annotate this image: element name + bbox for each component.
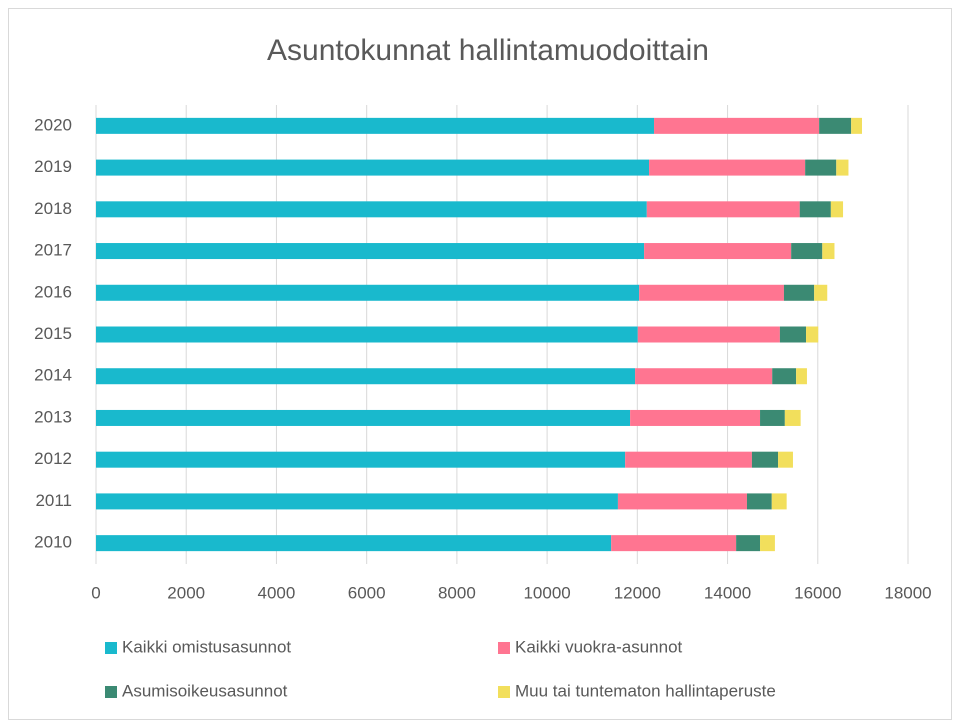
bar-segment (806, 326, 819, 343)
bar-segment (644, 243, 792, 260)
bar-segment (772, 368, 797, 385)
bar-segment (736, 535, 761, 552)
bar-segment (779, 326, 807, 343)
x-tick-label: 16000 (794, 583, 841, 602)
y-tick-label: 2012 (34, 449, 72, 468)
y-tick-label: 2011 (35, 491, 72, 510)
bar-segment (830, 201, 844, 218)
y-tick-label: 2015 (34, 324, 72, 343)
legend-label: Kaikki vuokra-asunnot (515, 637, 683, 656)
legend-swatch (105, 642, 117, 654)
bar-segment (646, 201, 800, 218)
chart-frame (8, 8, 952, 720)
x-tick-label: 14000 (704, 583, 751, 602)
bar-segment (96, 535, 612, 552)
bar-segment (96, 409, 631, 426)
legend-label: Muu tai tuntematon hallintaperuste (515, 681, 776, 700)
bar-segment (96, 243, 645, 260)
legend-swatch (498, 642, 510, 654)
bar-segment (635, 368, 773, 385)
bar-segment (637, 326, 780, 343)
x-tick-label: 18000 (884, 583, 931, 602)
bar-segment (851, 117, 862, 134)
bar-segment (96, 451, 626, 468)
x-tick-label: 6000 (348, 583, 386, 602)
bar-segment (760, 409, 785, 426)
bar-segment (836, 159, 849, 176)
legend-label: Asumisoikeusasunnot (122, 681, 288, 700)
bar-segment (654, 117, 820, 134)
x-tick-label: 4000 (258, 583, 296, 602)
x-tick-label: 0 (91, 583, 100, 602)
y-tick-label: 2013 (34, 407, 72, 426)
bar-segment (625, 451, 752, 468)
bar-segment (649, 159, 806, 176)
bar-segment (746, 493, 772, 510)
y-tick-label: 2020 (34, 115, 72, 134)
bar-segment (783, 284, 815, 301)
x-tick-label: 2000 (167, 583, 205, 602)
bar-segment (822, 243, 835, 260)
y-tick-label: 2018 (34, 199, 72, 218)
bar-segment (791, 243, 823, 260)
bar-segment (751, 451, 779, 468)
y-tick-label: 2010 (34, 533, 72, 552)
bar-segment (96, 284, 640, 301)
legend-label: Kaikki omistusasunnot (122, 637, 291, 656)
bar-segment (96, 159, 650, 176)
bar-segment (630, 409, 761, 426)
y-tick-label: 2017 (34, 241, 72, 260)
bar-segment (778, 451, 793, 468)
x-tick-label: 8000 (438, 583, 476, 602)
bar-segment (639, 284, 784, 301)
bar-segment (96, 326, 638, 343)
bar-segment (796, 368, 807, 385)
bar-segment (805, 159, 837, 176)
bar-segment (96, 493, 618, 510)
y-tick-label: 2016 (34, 282, 72, 301)
bar-segment (814, 284, 828, 301)
x-tick-label: 12000 (614, 583, 661, 602)
bar-segment (617, 493, 747, 510)
y-tick-label: 2019 (34, 157, 72, 176)
bar-segment (611, 535, 737, 552)
bar-segment (771, 493, 787, 510)
bar-segment (96, 201, 647, 218)
chart-title: Asuntokunnat hallintamuodoittain (267, 34, 709, 67)
bar-segment (819, 117, 852, 134)
bar-segment (784, 409, 801, 426)
x-tick-label: 10000 (523, 583, 570, 602)
bar-segment (799, 201, 831, 218)
y-tick-label: 2014 (34, 366, 72, 385)
legend-swatch (498, 686, 510, 698)
bar-segment (96, 117, 655, 134)
bar-segment (760, 535, 775, 552)
legend-swatch (105, 686, 117, 698)
bar-segment (96, 368, 636, 385)
